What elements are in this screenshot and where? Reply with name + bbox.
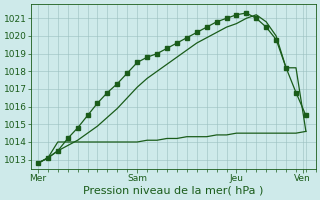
X-axis label: Pression niveau de la mer( hPa ): Pression niveau de la mer( hPa ) (84, 186, 264, 196)
